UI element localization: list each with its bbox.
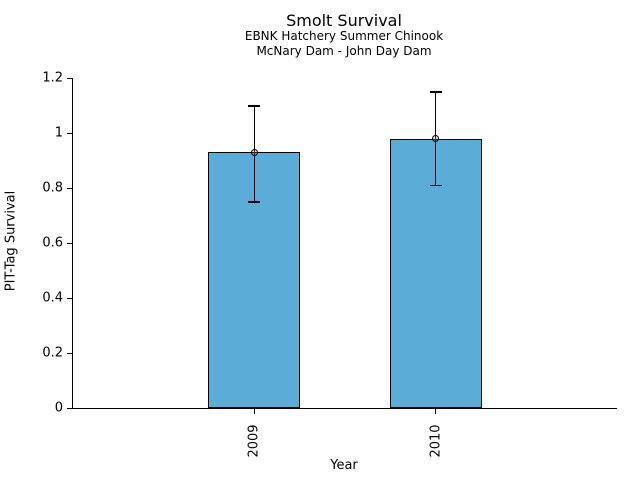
plot-area: 0 0.2 0.4 0.6 0.8 1 1.2 2009 2010 <box>42 71 617 458</box>
y-tick-mark <box>67 352 72 354</box>
y-tick-label: 1.2 <box>42 70 63 86</box>
error-bar-cap-bottom <box>248 201 261 203</box>
point-marker <box>250 148 258 156</box>
y-tick-label: 0.4 <box>42 290 63 306</box>
error-bar-cap-top <box>248 105 261 107</box>
x-tick-mark <box>253 409 255 414</box>
error-bar-cap-top <box>429 91 442 93</box>
chart-subtitle-line1: EBNK Hatchery Summer Chinook <box>244 29 444 43</box>
y-tick-label: 0 <box>54 400 63 416</box>
x-tick-mark <box>435 409 437 414</box>
y-tick-label: 0.2 <box>42 345 63 361</box>
x-tick-label: 2009 <box>246 424 262 458</box>
y-tick-label: 1 <box>54 125 63 141</box>
chart-subtitle-line2: McNary Dam - John Day Dam <box>256 44 432 58</box>
y-tick-mark <box>67 407 72 409</box>
point-marker <box>432 135 440 142</box>
y-tick-mark <box>67 77 72 79</box>
y-tick-mark <box>67 187 72 189</box>
y-tick-mark <box>67 242 72 244</box>
y-tick-mark <box>67 297 72 299</box>
x-axis-label: Year <box>330 458 358 473</box>
y-axis-label: PIT-Tag Survival <box>3 190 19 292</box>
x-tick-label: 2010 <box>428 424 444 458</box>
y-tick-label: 0.8 <box>42 180 63 196</box>
chart-title: Smolt Survival <box>286 11 402 30</box>
y-tick-mark <box>67 132 72 134</box>
y-tick-label: 0.6 <box>42 235 63 251</box>
error-bar-cap-bottom <box>429 184 442 187</box>
